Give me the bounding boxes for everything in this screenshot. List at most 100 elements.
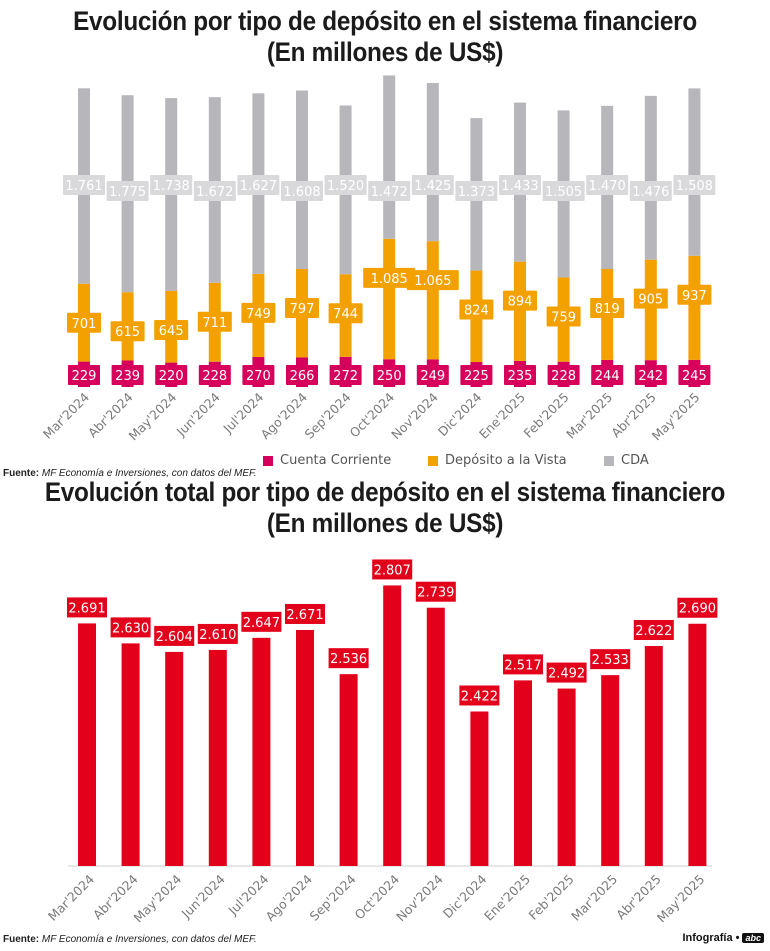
value-label-box-cuenta-corriente-oct-2024 xyxy=(373,365,406,385)
value-label-box-dep-sito-a-la-vista-feb-2025 xyxy=(546,306,581,327)
x-tick-label-total-may-2024: May'2024 xyxy=(131,871,185,925)
value-label-box-total-mar-2025 xyxy=(590,649,631,670)
value-label-total-dic-2024: 2.422 xyxy=(461,689,498,704)
legend-item-cda: CDA xyxy=(604,453,649,468)
value-label-box-cuenta-corriente-jul-2024 xyxy=(242,365,275,385)
bar-total-may-2025 xyxy=(688,623,707,866)
value-label-total-feb-2025: 2.492 xyxy=(548,667,585,682)
value-label-box-cuenta-corriente-ene-2025 xyxy=(504,365,536,385)
value-label-cuenta-corriente-feb-2025: 228 xyxy=(551,369,576,384)
value-label-box-dep-sito-a-la-vista-abr-2025 xyxy=(633,288,668,309)
value-label-cda-may-2024: 1.738 xyxy=(153,179,190,194)
legend-label-cda: CDA xyxy=(621,453,649,468)
legend-label-cuenta-corriente: Cuenta Corriente xyxy=(280,453,392,468)
value-label-box-cda-jun-2024 xyxy=(193,181,236,201)
value-label-box-total-jun-2024 xyxy=(197,623,238,644)
value-label-dep-sito-a-la-vista-may-2024: 645 xyxy=(159,324,184,339)
value-label-box-total-nov-2024 xyxy=(415,581,456,602)
value-label-box-total-may-2024 xyxy=(154,625,195,646)
bar-dep-sito-a-la-vista-abr-2025 xyxy=(644,259,657,361)
value-label-box-cda-ene-2025 xyxy=(499,175,541,195)
value-label-box-dep-sito-a-la-vista-ago-2024 xyxy=(285,298,319,319)
value-label-box-dep-sito-a-la-vista-sep-2024 xyxy=(328,303,363,324)
source-text-bottom: MF Economía e Inversiones, con datos del… xyxy=(41,934,257,945)
value-label-total-nov-2024: 2.739 xyxy=(417,586,454,601)
value-label-box-cuenta-corriente-ago-2024 xyxy=(286,365,318,385)
value-label-dep-sito-a-la-vista-ago-2024: 797 xyxy=(290,302,315,317)
value-label-box-total-dic-2024 xyxy=(459,685,500,706)
bar-total-may-2024 xyxy=(165,651,184,866)
value-label-box-dep-sito-a-la-vista-jul-2024 xyxy=(241,302,276,323)
value-label-box-cda-feb-2025 xyxy=(542,181,585,201)
legend-item-deposito-vista: Depósito a la Vista xyxy=(428,453,567,468)
value-label-total-may-2025: 2.690 xyxy=(679,602,716,617)
value-label-cda-jun-2024: 1.672 xyxy=(196,185,233,200)
value-label-cuenta-corriente-ene-2025: 235 xyxy=(508,369,533,384)
value-label-cuenta-corriente-ago-2024: 266 xyxy=(290,369,315,384)
legend-label-deposito-vista: Depósito a la Vista xyxy=(445,453,567,468)
value-label-box-dep-sito-a-la-vista-may-2025 xyxy=(677,284,712,305)
bar-total-ene-2025 xyxy=(514,680,532,866)
bar-total-ago-2024 xyxy=(296,629,314,866)
stacked-bar-chart: 2297011.761Mar'20242396151.775Abr'202422… xyxy=(40,75,716,443)
value-label-box-cda-jul-2024 xyxy=(237,175,280,195)
value-label-cuenta-corriente-oct-2024: 250 xyxy=(377,369,402,384)
value-label-box-cuenta-corriente-sep-2024 xyxy=(329,365,362,385)
value-label-cuenta-corriente-dic-2024: 225 xyxy=(464,369,489,384)
bar-total-feb-2025 xyxy=(557,688,576,866)
value-label-cda-oct-2024: 1.472 xyxy=(371,185,408,200)
legend-swatch-deposito-vista xyxy=(428,455,438,466)
value-label-total-mar-2025: 2.533 xyxy=(592,653,629,668)
value-label-box-cda-mar-2024 xyxy=(63,175,105,195)
value-label-box-dep-sito-a-la-vista-ene-2025 xyxy=(503,290,537,311)
value-label-box-cda-abr-2025 xyxy=(629,181,672,201)
value-label-box-total-abr-2024 xyxy=(110,617,151,638)
value-label-total-abr-2024: 2.630 xyxy=(112,621,149,636)
value-label-box-cda-dic-2024 xyxy=(455,181,498,201)
chart-title-bottom: Evolución total por tipo de depósito en … xyxy=(39,477,732,539)
value-label-box-total-may-2025 xyxy=(677,597,718,618)
value-label-dep-sito-a-la-vista-nov-2024: 1.065 xyxy=(414,274,451,289)
legend-swatch-cuenta-corriente xyxy=(263,455,273,466)
value-label-box-cuenta-corriente-jun-2024 xyxy=(198,365,231,385)
value-label-box-cuenta-corriente-mar-2025 xyxy=(591,365,624,385)
value-label-box-dep-sito-a-la-vista-may-2024 xyxy=(154,319,189,340)
value-label-box-total-ago-2024 xyxy=(285,603,325,624)
value-label-total-abr-2025: 2.622 xyxy=(635,624,672,639)
value-label-cuenta-corriente-may-2025: 245 xyxy=(682,369,707,384)
chart-title-bottom-line1: Evolución total por tipo de depósito en … xyxy=(44,477,726,507)
value-label-dep-sito-a-la-vista-jul-2024: 749 xyxy=(246,307,271,322)
value-label-cuenta-corriente-mar-2024: 229 xyxy=(72,369,97,384)
value-label-total-jun-2024: 2.610 xyxy=(199,628,236,643)
value-label-box-dep-sito-a-la-vista-dic-2024 xyxy=(459,299,494,320)
value-label-cda-ene-2025: 1.433 xyxy=(501,179,538,194)
bar-dep-sito-a-la-vista-may-2025 xyxy=(688,255,701,360)
abc-logo: abc xyxy=(742,933,764,943)
value-label-box-dep-sito-a-la-vista-abr-2024 xyxy=(110,321,145,342)
credit-label: Infografía • xyxy=(682,932,740,944)
value-label-cuenta-corriente-may-2024: 220 xyxy=(159,369,184,384)
value-label-box-cda-oct-2024 xyxy=(368,181,411,201)
bar-total-mar-2025 xyxy=(601,675,620,866)
x-tick-label-total-jun-2024: Jun'2024 xyxy=(178,871,228,921)
value-label-total-ago-2024: 2.671 xyxy=(286,608,323,623)
bar-total-jul-2024 xyxy=(252,637,271,866)
chart-title-top-line2: (En millones de US$) xyxy=(266,37,504,67)
bar-cda-abr-2025 xyxy=(644,95,657,260)
x-tick-label-total-mar-2025: Mar'2025 xyxy=(568,872,620,924)
value-label-box-dep-sito-a-la-vista-nov-2024 xyxy=(406,270,459,291)
bar-dep-sito-a-la-vista-ene-2025 xyxy=(514,261,526,361)
value-label-cda-jul-2024: 1.627 xyxy=(240,179,277,194)
chart-title-top-line1: Evolución por tipo de depósito en el sis… xyxy=(73,6,697,36)
value-label-total-may-2024: 2.604 xyxy=(156,630,193,645)
chart-title-bottom-line2: (En millones de US$) xyxy=(266,508,504,538)
value-label-box-cuenta-corriente-nov-2024 xyxy=(416,365,449,385)
value-label-cuenta-corriente-abr-2024: 239 xyxy=(115,369,140,384)
value-label-cda-abr-2025: 1.476 xyxy=(632,185,669,200)
value-label-box-cda-sep-2024 xyxy=(324,175,367,195)
value-label-box-total-oct-2024 xyxy=(372,559,413,580)
value-label-dep-sito-a-la-vista-sep-2024: 744 xyxy=(333,307,358,322)
value-label-box-total-jul-2024 xyxy=(241,611,282,632)
bar-total-sep-2024 xyxy=(339,674,358,866)
x-tick-label-total-ago-2024: Ago'2024 xyxy=(263,871,316,924)
